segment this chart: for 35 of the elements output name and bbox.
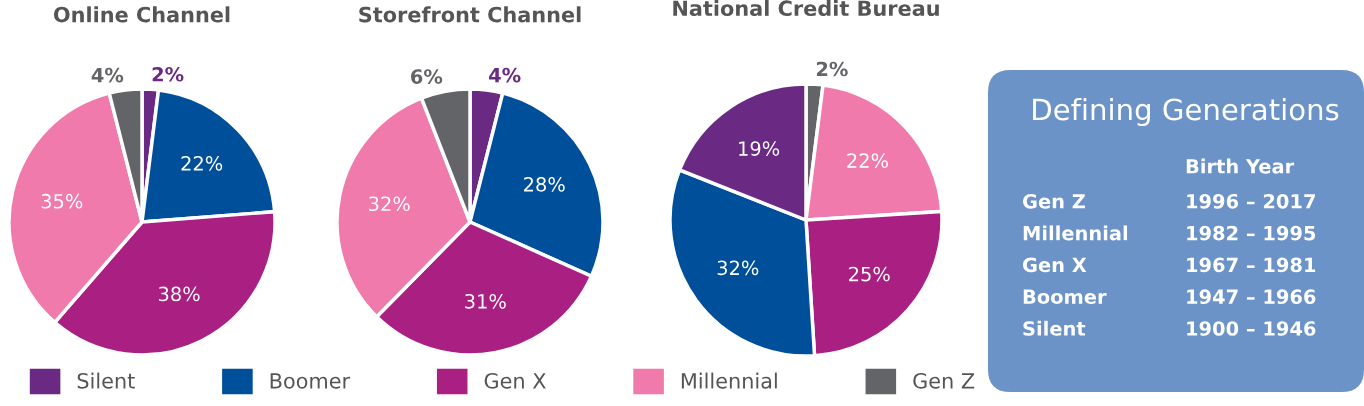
text: Defining Generations [1033,97,1339,127]
text: 1996 – 2017 [1187,193,1315,209]
chart-title: Online Channel [53,6,230,23]
text: 1982 – 1995 [1187,225,1316,241]
text: Silent [1023,320,1086,336]
data-label: 4% [91,67,124,83]
legend-label: Gen Z [913,372,975,389]
text: Birth Year [1186,158,1295,174]
data-label: 32% [369,196,410,212]
legend-label: Millennial [681,372,777,389]
text: Gen X [1022,257,1087,273]
chart-title: National Credit Bureau [673,0,939,17]
legend-label: Gen X [484,372,546,389]
data-label: 19% [739,141,780,156]
data-label: 32% [717,260,759,276]
data-label: 6% [411,69,443,84]
data-label: 28% [524,176,565,192]
text: 1967 – 1981 [1187,257,1316,273]
chart-title: Storefront Channel [359,6,581,23]
data-label: 31% [465,293,506,309]
data-label: 38% [158,286,200,302]
text: Gen Z [1022,193,1085,209]
data-label: 22% [847,153,888,168]
legend-label: Silent [77,372,135,389]
data-label: 2% [152,66,184,82]
data-label: 2% [816,61,848,77]
data-label: 25% [849,266,890,282]
text: Boomer [1023,289,1107,305]
text: 1900 – 1946 [1187,321,1316,336]
data-label: 22% [181,156,223,171]
data-label: 35% [41,193,83,209]
data-label: 4% [489,67,521,83]
text: Millennial [1023,225,1128,241]
text: 1947 – 1966 [1187,289,1316,305]
legend-label: Boomer [270,373,351,389]
